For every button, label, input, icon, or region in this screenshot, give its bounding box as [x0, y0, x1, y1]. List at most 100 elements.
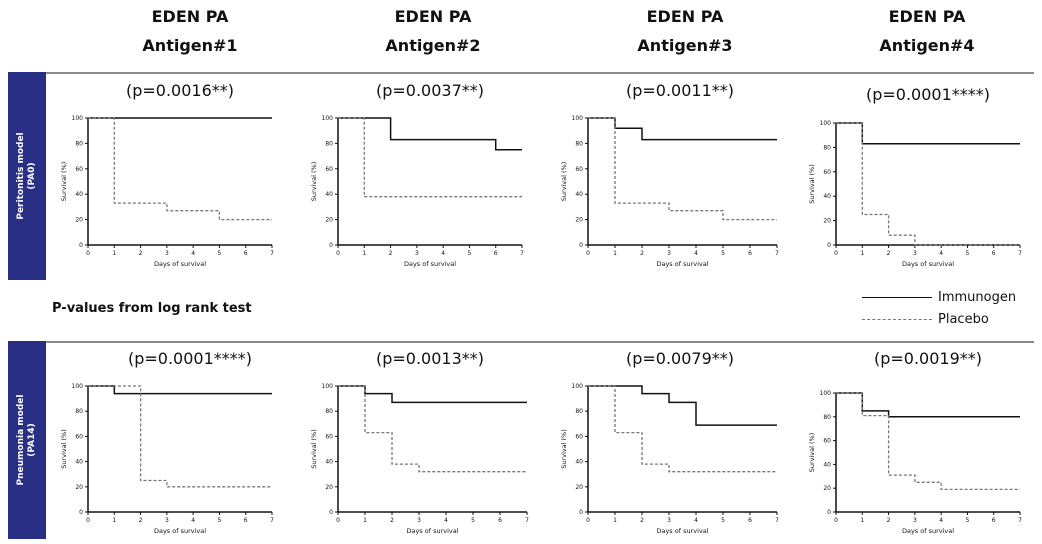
- y-tick-label: 80: [823, 414, 831, 421]
- x-axis-label: Days of survival: [656, 527, 708, 535]
- y-tick-label: 20: [325, 484, 333, 491]
- y-tick-label: 40: [823, 461, 831, 468]
- x-tick-label: 1: [362, 250, 366, 257]
- y-tick-label: 0: [827, 242, 831, 249]
- y-tick-label: 100: [322, 383, 334, 390]
- row-label-peritonitis: Peritonitis model (PA0): [16, 132, 38, 219]
- x-tick-label: 2: [640, 517, 644, 524]
- y-tick-label: 80: [325, 140, 333, 147]
- pvalue-label: (p=0.0011**): [625, 81, 735, 100]
- x-tick-label: 5: [468, 250, 472, 257]
- x-tick-label: 7: [1018, 517, 1022, 524]
- x-tick-label: 7: [270, 250, 274, 257]
- y-tick-label: 40: [325, 191, 333, 198]
- survival-chart-7: 0 20 40 60 80 100 0 1 2 3 4 5 6 7 Days of survival Surv…: [560, 383, 779, 535]
- x-tick-label: 4: [939, 517, 943, 524]
- column-title-line1: EDEN PA: [646, 7, 724, 26]
- column-title-line1: EDEN PA: [888, 7, 966, 26]
- y-tick-label: 80: [823, 144, 831, 151]
- y-tick-label: 60: [75, 433, 83, 440]
- column-title-line2: Antigen#4: [879, 36, 975, 55]
- y-tick-label: 0: [827, 509, 831, 516]
- x-tick-label: 0: [86, 517, 90, 524]
- series-line-placebo: [338, 117, 522, 198]
- y-axis-label: Survival (%): [310, 429, 318, 469]
- y-tick-label: 20: [75, 484, 83, 491]
- legend-swatch-dashed: [862, 318, 932, 320]
- row-label-pneumonia: Pneumonia model (PA14): [16, 395, 38, 486]
- legend-swatch-solid: [862, 296, 932, 298]
- column-title-line2: Antigen#1: [142, 36, 238, 55]
- x-tick-label: 7: [520, 250, 524, 257]
- x-tick-label: 0: [86, 250, 90, 257]
- x-tick-label: 2: [389, 250, 393, 257]
- series-line-placebo: [88, 385, 272, 488]
- column-title-1: EDEN PA Antigen#1: [80, 2, 300, 60]
- y-tick-label: 100: [72, 115, 84, 122]
- y-tick-label: 40: [823, 193, 831, 200]
- y-tick-label: 0: [579, 242, 583, 249]
- x-axis-label: Days of survival: [902, 527, 954, 535]
- y-axis-label: Survival (%): [808, 164, 816, 204]
- y-tick-label: 20: [823, 218, 831, 225]
- y-tick-label: 80: [75, 140, 83, 147]
- x-tick-label: 0: [834, 250, 838, 257]
- y-tick-label: 100: [322, 115, 334, 122]
- legend-item-immunogen: Immunogen: [862, 286, 1016, 308]
- x-tick-label: 4: [191, 517, 195, 524]
- x-tick-label: 2: [390, 517, 394, 524]
- y-tick-label: 60: [325, 166, 333, 173]
- x-tick-label: 1: [112, 250, 116, 257]
- survival-chart-4: 0 20 40 60 80 100 0 1 2 3 4 5 6 7 Days of survival Surv…: [808, 120, 1022, 268]
- survival-chart-6: 0 20 40 60 80 100 0 1 2 3 4 5 6 7 Days of survival Surv…: [310, 383, 529, 535]
- pvalue-label: (p=0.0001****): [127, 349, 253, 368]
- x-tick-label: 2: [139, 250, 143, 257]
- pvalue-label: (p=0.0016**): [125, 81, 235, 100]
- column-title-2: EDEN PA Antigen#2: [323, 2, 543, 60]
- series-line-placebo: [88, 117, 272, 221]
- x-tick-label: 5: [966, 250, 970, 257]
- series-line-immunogen: [338, 117, 522, 151]
- x-tick-label: 2: [887, 250, 891, 257]
- y-tick-label: 80: [575, 408, 583, 415]
- column-title-line1: EDEN PA: [394, 7, 472, 26]
- series-line-placebo: [338, 385, 527, 473]
- x-tick-label: 6: [992, 250, 996, 257]
- x-tick-label: 1: [112, 517, 116, 524]
- x-tick-label: 2: [640, 250, 644, 257]
- series-line-immunogen: [588, 117, 777, 141]
- x-tick-label: 3: [415, 250, 419, 257]
- x-axis-label: Days of survival: [656, 260, 708, 268]
- x-tick-label: 5: [471, 517, 475, 524]
- pvalue-label: (p=0.0079**): [625, 349, 735, 368]
- x-tick-label: 6: [992, 517, 996, 524]
- y-tick-label: 40: [325, 459, 333, 466]
- x-axis-label: Days of survival: [406, 527, 458, 535]
- x-tick-label: 3: [417, 517, 421, 524]
- series-line-immunogen: [588, 385, 777, 426]
- x-tick-label: 4: [939, 250, 943, 257]
- series-line-immunogen: [88, 385, 272, 395]
- x-tick-label: 7: [1018, 250, 1022, 257]
- x-tick-label: 0: [834, 517, 838, 524]
- y-tick-label: 80: [325, 408, 333, 415]
- x-tick-label: 1: [613, 250, 617, 257]
- column-title-line2: Antigen#2: [385, 36, 481, 55]
- x-tick-label: 0: [336, 250, 340, 257]
- y-tick-label: 60: [823, 169, 831, 176]
- y-tick-label: 80: [575, 140, 583, 147]
- y-tick-label: 20: [823, 485, 831, 492]
- x-tick-label: 3: [913, 250, 917, 257]
- series-line-placebo: [588, 385, 777, 473]
- pvalue-label: (p=0.0037**): [375, 81, 485, 100]
- y-tick-label: 40: [75, 191, 83, 198]
- x-tick-label: 3: [165, 250, 169, 257]
- y-tick-label: 80: [75, 408, 83, 415]
- series-line-immunogen: [836, 392, 1020, 418]
- pvalue-label: (p=0.0019**): [873, 349, 983, 368]
- y-tick-label: 0: [79, 509, 83, 516]
- row-band-peritonitis: Peritonitis model (PA0): [8, 72, 46, 280]
- series-line-immunogen: [338, 385, 527, 404]
- y-tick-label: 20: [575, 217, 583, 224]
- y-tick-label: 0: [579, 509, 583, 516]
